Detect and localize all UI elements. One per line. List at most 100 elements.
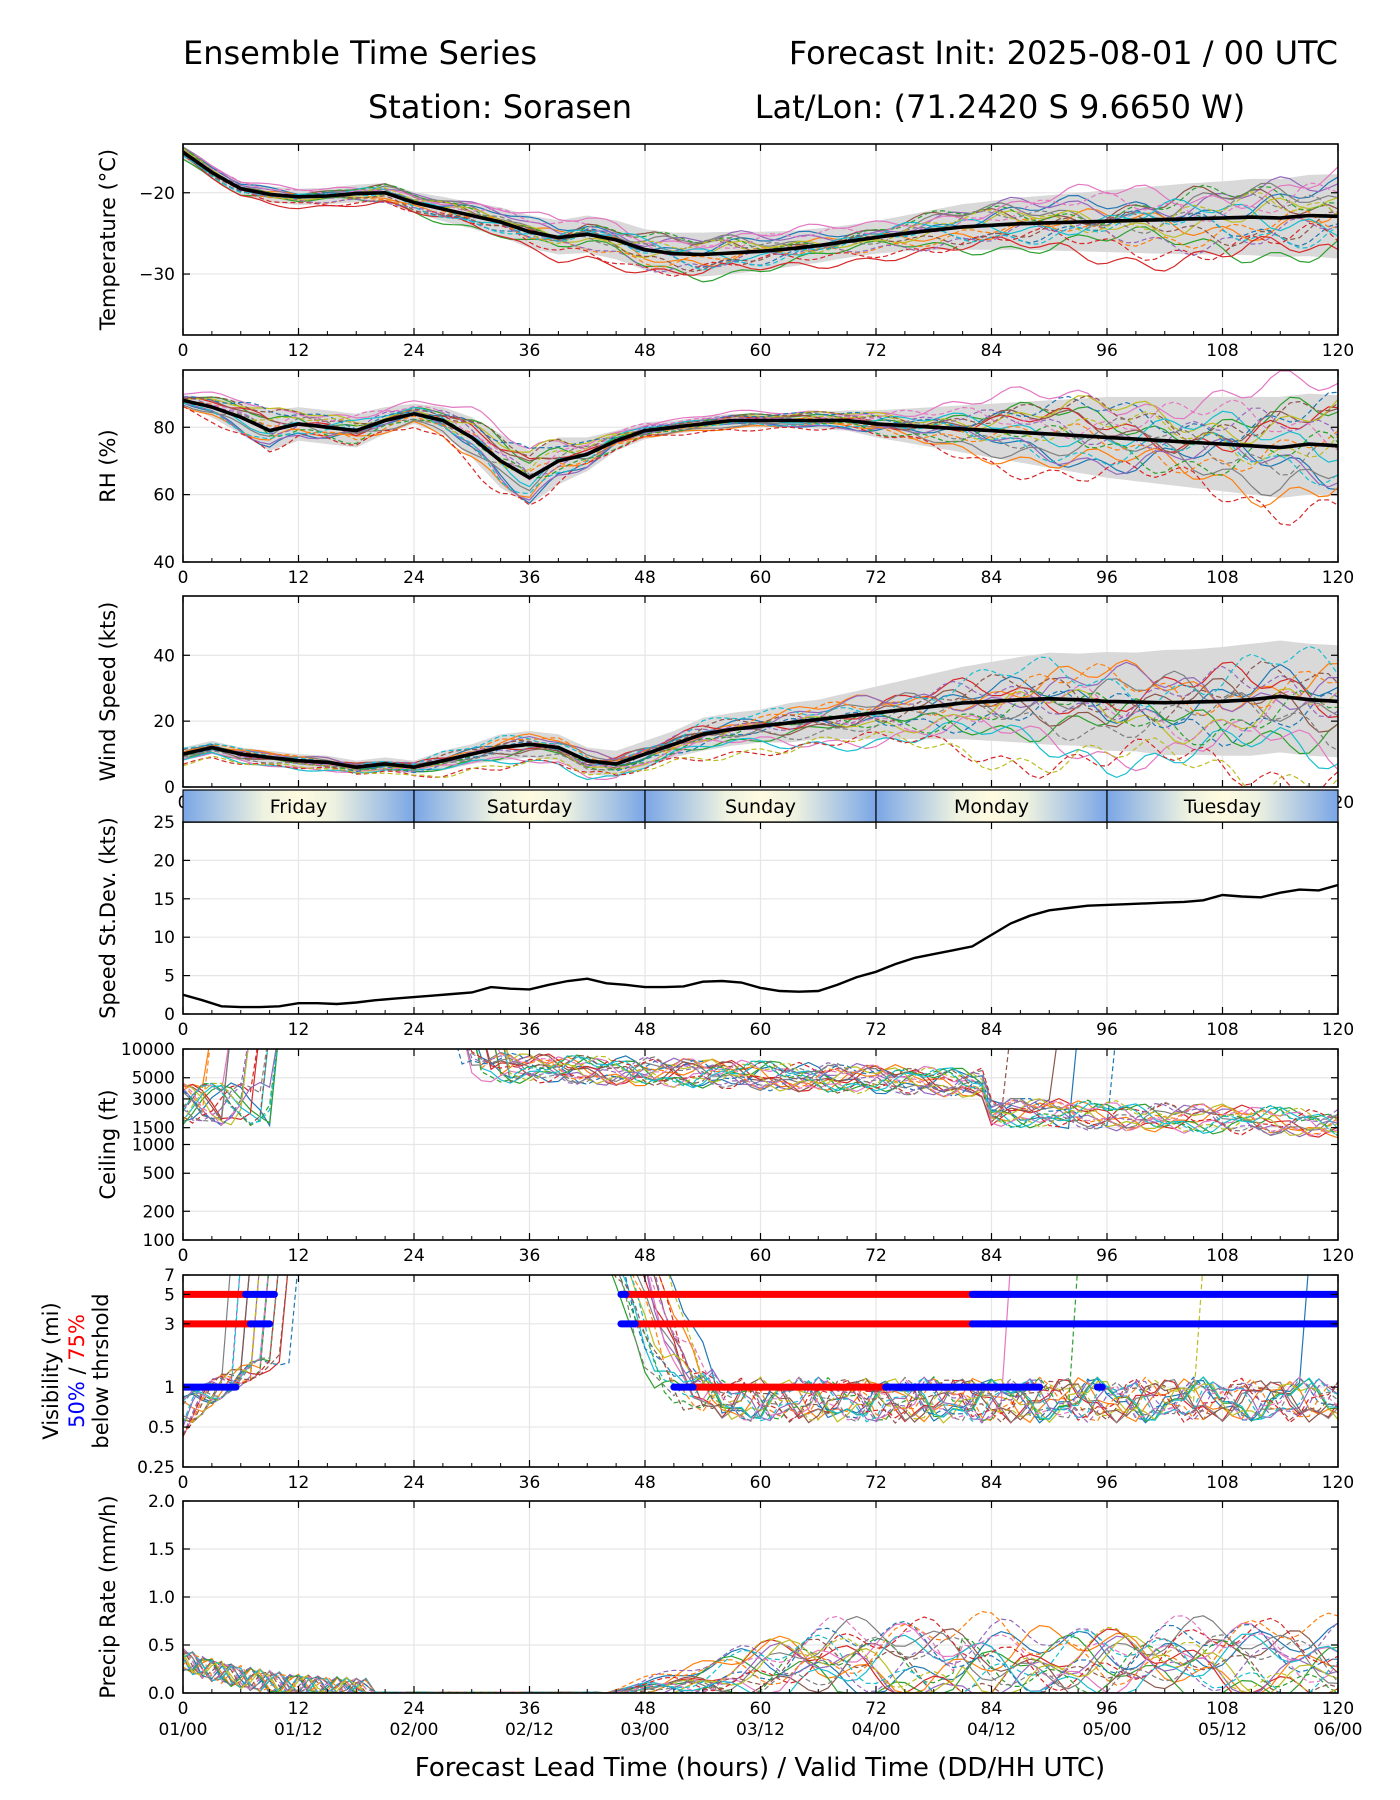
precip-x-tick-label: 36 xyxy=(519,1699,541,1719)
temp-member-10 xyxy=(183,152,1338,262)
vis-y-axis-pct-label: 50% / 75% xyxy=(65,1314,89,1428)
temp-x-tick-label: 96 xyxy=(1096,341,1118,361)
panel-vis: 0 12 24 36 48 60 72 84 96 108 120 0.25 0.5 1 3 57 Visibi… xyxy=(39,1266,1354,1493)
temp-y-tick-label: −20 xyxy=(139,184,175,204)
valid-time-tick-label: 04/12 xyxy=(967,1720,1016,1740)
ceil-member-19 xyxy=(183,1049,1338,1132)
panel-wspd: 0122436486072849610812002040Wind Speed (… xyxy=(96,595,1354,813)
precip-y-tick-label: 0.5 xyxy=(148,1636,175,1656)
day-label: Tuesday xyxy=(1183,796,1261,818)
precip-member-20 xyxy=(183,1629,1338,1693)
x-axis-label: Forecast Lead Time (hours) / Valid Time … xyxy=(415,1753,1105,1783)
ceil-y-tick-label: 200 xyxy=(143,1202,175,1222)
temp-y-tick-label: −30 xyxy=(139,265,175,285)
wspd-ensemble-mean xyxy=(183,694,1338,770)
temp-y-axis-label: Temperature (°C) xyxy=(96,149,120,331)
ceil-y-tick-label: 5000 xyxy=(132,1069,175,1089)
sdev-y-axis-label: Speed St.Dev. (kts) xyxy=(96,817,120,1019)
day-cell-sunday xyxy=(644,789,877,823)
precip-x-tick-label: 84 xyxy=(981,1699,1003,1719)
sdev-x-tick-label: 96 xyxy=(1096,1020,1118,1040)
rh-member-18 xyxy=(183,400,1338,476)
ceil-y-tick-label: 1500 xyxy=(132,1119,175,1139)
sdev-y-tick-label: 15 xyxy=(153,890,175,910)
rh-plot xyxy=(183,370,1338,526)
valid-time-tick-label: 02/12 xyxy=(505,1720,554,1740)
rh-member-16 xyxy=(183,394,1338,457)
rh-member-17 xyxy=(183,398,1338,481)
temp-x-tick-label: 48 xyxy=(634,341,656,361)
vis-y-axis-threshold-label: below thrshold xyxy=(89,1293,113,1448)
panels: 0 12 24 36 48 60 72 84 96 108 120 −30 −20 Temperature… xyxy=(39,143,1363,1740)
precip-y-tick-label: 2.0 xyxy=(148,1492,175,1512)
temp-x-tick-label: 72 xyxy=(865,341,887,361)
rh-y-tick-label: 40 xyxy=(153,553,175,573)
temp-x-tick-label: 36 xyxy=(519,341,541,361)
vis-x-tick-label: 72 xyxy=(865,1473,887,1493)
station-latlon: Lat/Lon: (71.2420 S 9.6650 W) xyxy=(755,88,1246,126)
sdev-x-tick-label: 24 xyxy=(403,1020,425,1040)
precip-y-axis-label: Precip Rate (mm/h) xyxy=(96,1495,120,1698)
ceil-member-9 xyxy=(183,1049,1338,1136)
ceil-member-16 xyxy=(183,1049,1010,1125)
vis-member-18 xyxy=(183,1275,1338,1423)
sdev-x-tick-label: 108 xyxy=(1206,1020,1238,1040)
ceil-plot xyxy=(183,1049,1338,1139)
ceil-y-tick-label: 1000 xyxy=(132,1136,175,1156)
rh-member-7 xyxy=(183,370,1338,450)
vis-x-tick-label: 120 xyxy=(1322,1473,1354,1493)
temp-member-15 xyxy=(183,154,1338,273)
ceil-y-tick-label: 100 xyxy=(143,1231,175,1251)
sdev-x-tick-label: 12 xyxy=(288,1020,310,1040)
ceil-x-tick-label: 120 xyxy=(1322,1246,1354,1266)
day-label: Monday xyxy=(954,796,1029,818)
ceil-member-14 xyxy=(183,1049,1338,1136)
day-cell-friday xyxy=(182,789,415,823)
rh-member-19 xyxy=(183,401,1338,472)
precip-y-tick-label: 1.0 xyxy=(148,1588,175,1608)
vis-x-tick-label: 36 xyxy=(519,1473,541,1493)
vis-x-tick-label: 60 xyxy=(750,1473,772,1493)
temp-x-tick-label: 108 xyxy=(1206,341,1238,361)
day-label: Sunday xyxy=(725,796,796,818)
sdev-grid xyxy=(182,821,1339,1015)
sdev-x-tick-label: 84 xyxy=(981,1020,1003,1040)
vis-member-9 xyxy=(183,1275,1338,1424)
valid-time-tick-label: 01/00 xyxy=(159,1720,208,1740)
precip-y-tick-label: 0.0 xyxy=(148,1684,175,1704)
ceil-y-tick-label: 10000 xyxy=(121,1040,175,1060)
ceil-x-tick-label: 84 xyxy=(981,1246,1003,1266)
vis-x-tick-label: 24 xyxy=(403,1473,425,1493)
title-right: Forecast Init: 2025-08-01 / 00 UTC xyxy=(789,34,1338,72)
wspd-plot xyxy=(183,640,1338,787)
wspd-member-20 xyxy=(183,645,1338,767)
wspd-member-11 xyxy=(183,690,1338,774)
vis-x-tick-label: 12 xyxy=(288,1473,310,1493)
vis-grid xyxy=(182,1274,1339,1468)
rh-ensemble-mean xyxy=(183,398,1338,480)
ceil-x-tick-label: 60 xyxy=(750,1246,772,1266)
vis-x-tick-label: 96 xyxy=(1096,1473,1118,1493)
precip-x-tick-label: 72 xyxy=(865,1699,887,1719)
ceil-y-tick-label: 500 xyxy=(143,1164,175,1184)
ceil-x-tick-label: 36 xyxy=(519,1246,541,1266)
ceil-member-4 xyxy=(183,1049,1338,1138)
day-cell-monday xyxy=(875,789,1108,823)
temp-x-tick-label: 120 xyxy=(1322,341,1354,361)
valid-time-tick-label: 05/12 xyxy=(1198,1720,1247,1740)
station-name: Station: Sorasen xyxy=(368,88,632,126)
rh-x-tick-label: 36 xyxy=(519,568,541,588)
temp-member-18 xyxy=(183,148,1338,252)
ceil-x-tick-label: 0 xyxy=(178,1246,189,1266)
day-cell-tuesday xyxy=(1106,789,1339,823)
ceil-y-tick-label: 3000 xyxy=(132,1090,175,1110)
temp-x-tick-label: 12 xyxy=(288,341,310,361)
valid-time-tick-label: 06/00 xyxy=(1314,1720,1363,1740)
ceil-x-tick-label: 24 xyxy=(403,1246,425,1266)
vis-x-tick-label: 48 xyxy=(634,1473,656,1493)
title-left: Ensemble Time Series xyxy=(183,34,537,72)
ceil-x-tick-label: 108 xyxy=(1206,1246,1238,1266)
temp-member-17 xyxy=(183,149,1338,257)
rh-y-tick-label: 60 xyxy=(153,486,175,506)
